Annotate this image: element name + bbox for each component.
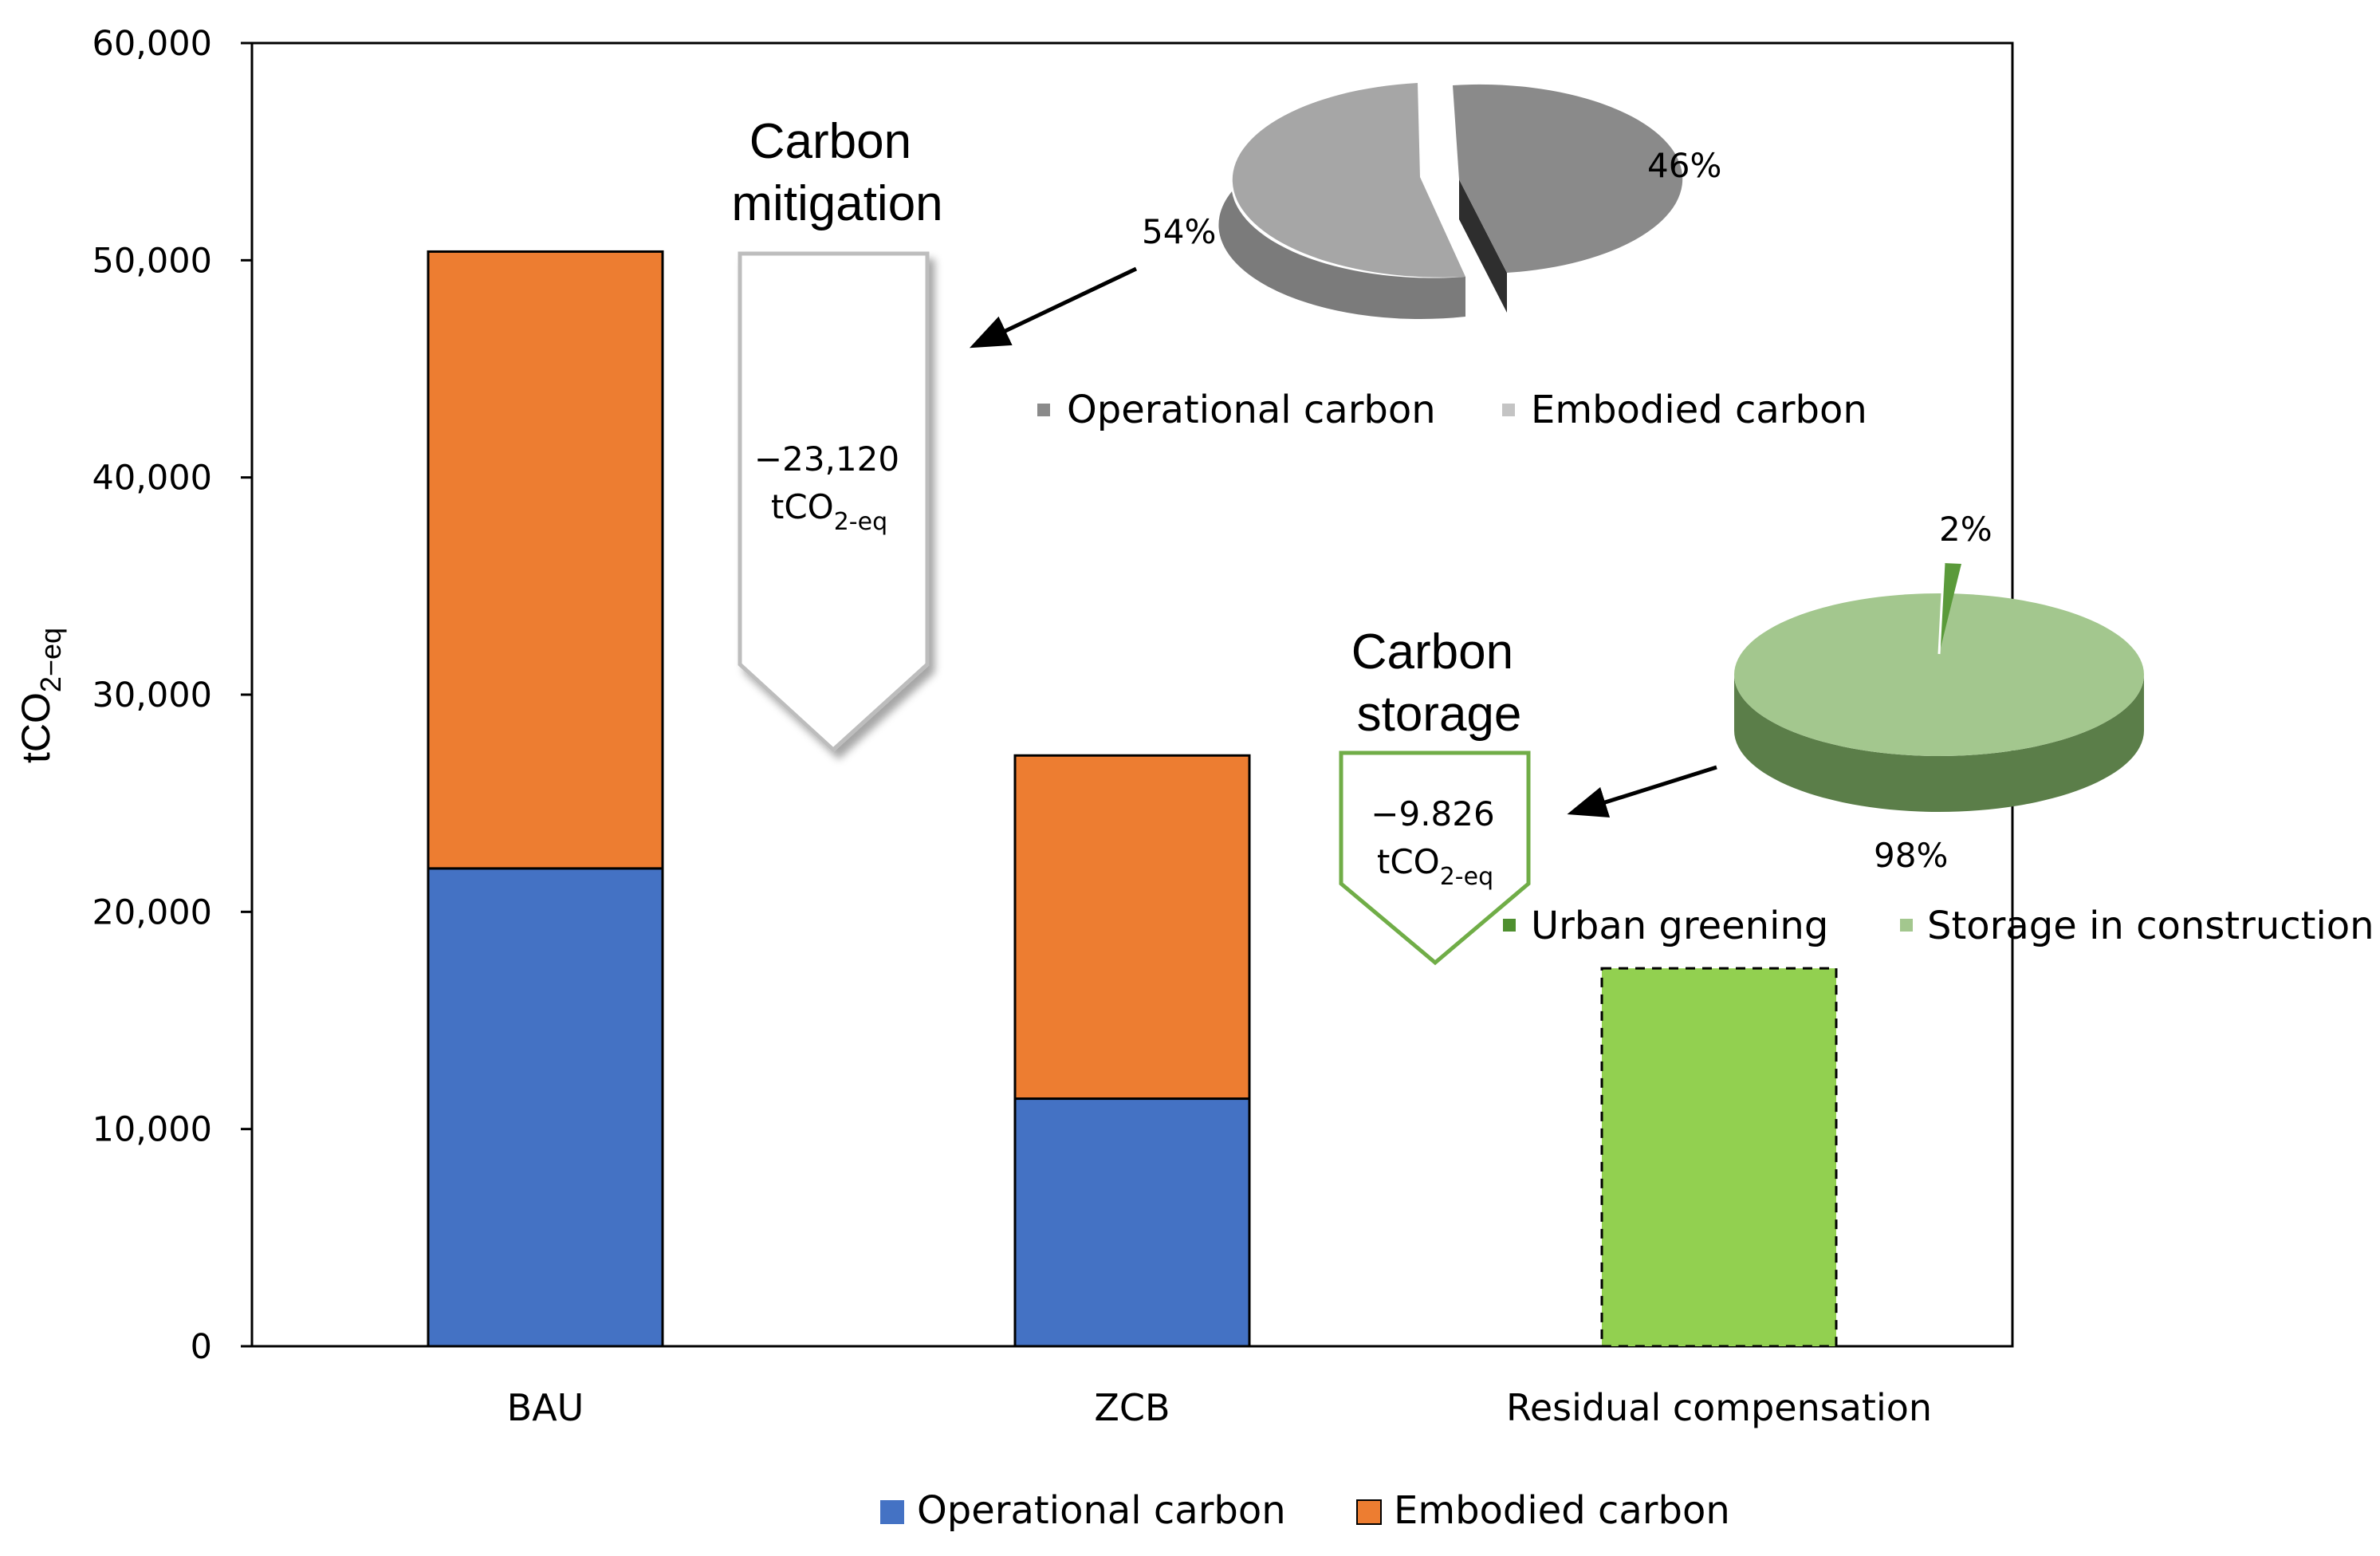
y-tick-label: 10,000 [92,1110,212,1150]
storage-pie-legend: Urban greening Storage in construction [1503,904,2374,948]
pie-legend-swatch-storage-in-construction [1900,919,1913,932]
legend-label-embodied-carbon: Embodied carbon [1394,1488,1730,1533]
pie-slice-divider [1937,562,1945,655]
y-axis: 0 10,000 20,000 30,000 40,000 50,000 60,000 [92,24,252,1367]
pie-slice-storage-in-construction-side [1734,675,2144,812]
pie-legend-label-storage-in-construction: Storage in construction [1927,904,2374,948]
storage-title-line2: storage [1357,687,1522,742]
pie-slice-operational-carbon-cut-face [1459,179,1507,313]
legend-swatch-operational-carbon [880,1500,904,1524]
y-tick-label: 20,000 [92,892,212,932]
pie-label-embodied-carbon: 54% [1142,212,1216,251]
bars-group [427,250,1838,1348]
mitigation-title-line2: mitigation [731,176,942,231]
bar-embodied-carbon [1013,754,1251,1101]
pie-legend-label-urban-greening: Urban greening [1531,904,1828,948]
storage-unit: tCO2-eq [1377,842,1493,891]
y-tick-label: 30,000 [92,676,212,715]
x-tick-label: BAU [507,1386,584,1429]
storage-value: −9.826 [1371,794,1494,833]
y-axis-title: tCO2−eq [14,628,67,763]
pie-slice-operational-carbon [1453,84,1683,274]
bar-embodied-carbon [427,250,664,870]
chart-legend: Operational carbon Embodied carbon [880,1488,1730,1533]
y-tick-label: 0 [191,1327,212,1367]
mitigation-arrow-shape [738,251,930,753]
mitigation-title-line1: Carbon [749,114,911,169]
pie-slice-urban-greening [1939,563,1961,654]
pie-legend-swatch-embodied [1502,404,1515,416]
mitigation-title: Carbon mitigation [731,114,942,231]
bar-operational-carbon [427,867,664,1348]
pie-legend-swatch-operational [1037,404,1050,416]
storage-pie [1734,562,2144,812]
storage-title-line1: Carbon [1351,624,1513,680]
y-tick-label: 40,000 [92,459,212,498]
legend-swatch-embodied-carbon [1356,1499,1382,1525]
bar-operational-carbon [1013,1097,1251,1348]
storage-title: Carbon storage [1351,624,1528,742]
pie-slice-embodied-carbon-side [1218,191,1465,319]
pie-legend-label-operational: Operational carbon [1067,388,1436,432]
mitigation-unit: tCO2-eq [771,487,887,536]
mitigation-pie-legend: Operational carbon Embodied carbon [1037,388,1867,432]
pie-slice-storage-in-construction [1734,593,2144,756]
pie-label-urban-greening: 2% [1939,510,1993,549]
bar-residual-compensation [1600,967,1838,1348]
y-tick-label: 50,000 [92,241,212,281]
storage-arrow-shape [1339,750,1531,966]
pie-legend-swatch-urban-greening [1503,919,1516,932]
carbon-storage-annotation: Carbon storage −9.826 tCO2-eq [1339,624,1531,966]
x-tick-label: Residual compensation [1506,1386,1932,1429]
storage-pointer-arrow [1567,765,1717,818]
carbon-mitigation-annotation: Carbon mitigation −23,120 tCO2-eq [731,114,943,753]
pie-label-operational-carbon: 46% [1647,146,1721,185]
mitigation-value: −23,120 [754,439,899,479]
pie-label-storage-in-construction: 98% [1874,836,1948,875]
x-tick-label: ZCB [1094,1386,1170,1429]
legend-label-operational-carbon: Operational carbon [917,1488,1286,1533]
y-tick-label: 60,000 [92,24,212,64]
mitigation-pointer-arrow [969,266,1138,349]
pie-slice-embodied-carbon [1232,83,1465,278]
x-axis-labels: BAU ZCB Residual compensation [507,1386,1932,1429]
pie-legend-label-embodied: Embodied carbon [1531,388,1867,432]
mitigation-pie [1218,83,1683,319]
